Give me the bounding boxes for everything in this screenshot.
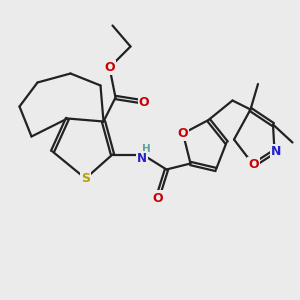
Text: O: O — [178, 127, 188, 140]
Text: O: O — [248, 158, 259, 172]
Text: O: O — [139, 95, 149, 109]
Text: O: O — [104, 61, 115, 74]
Text: O: O — [152, 191, 163, 205]
Text: N: N — [137, 152, 147, 165]
Text: H: H — [142, 144, 151, 154]
Text: S: S — [81, 172, 90, 185]
Text: N: N — [271, 145, 281, 158]
